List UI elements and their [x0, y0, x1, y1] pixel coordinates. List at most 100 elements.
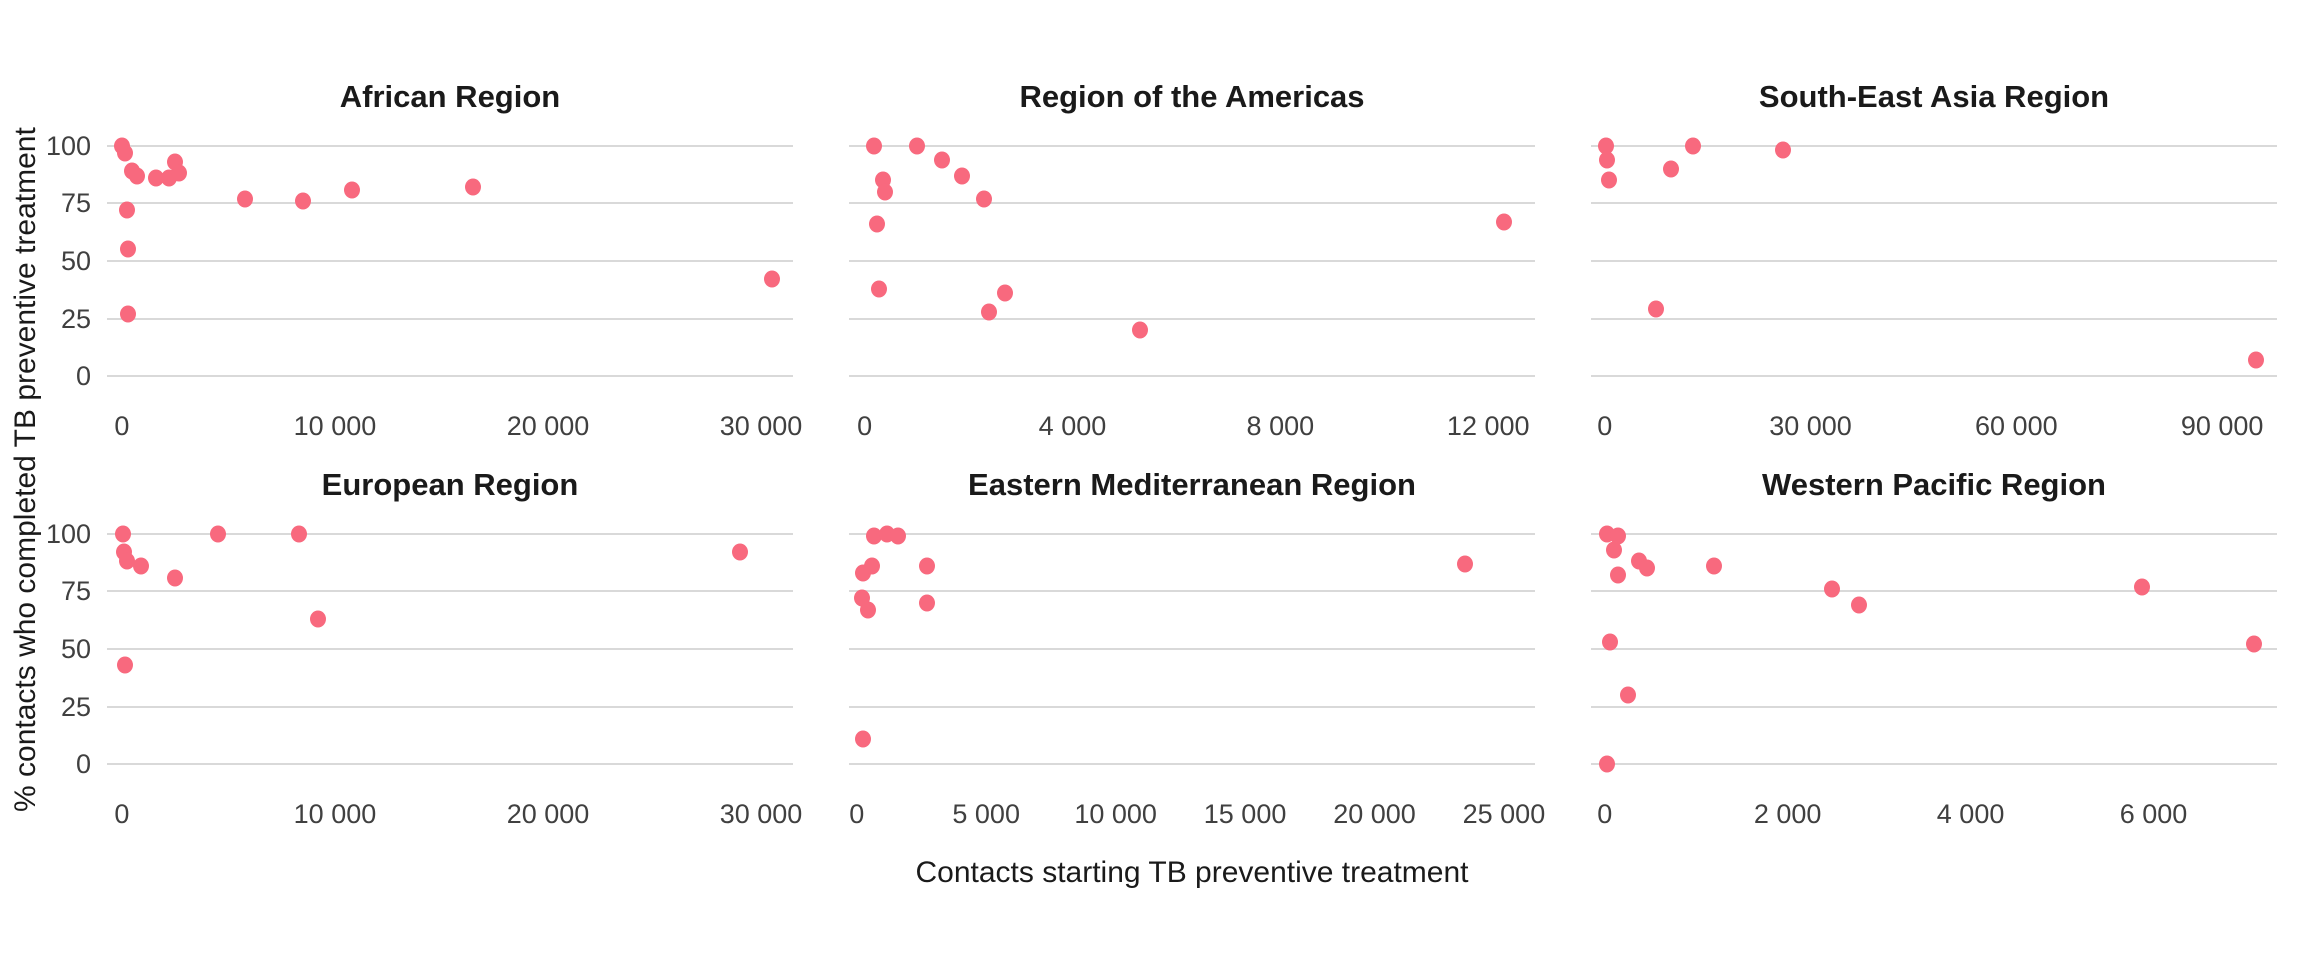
gridline	[107, 260, 793, 262]
gridline	[849, 705, 1535, 708]
y-tick-label: 100	[45, 130, 91, 161]
gridline	[107, 202, 793, 205]
gridline	[107, 590, 793, 593]
x-tick-label: 4 000	[1936, 799, 2005, 829]
data-point	[2248, 351, 2265, 369]
x-tick-label: 30 000	[719, 799, 803, 829]
x-tick-label: 20 000	[1333, 799, 1416, 829]
data-point	[1823, 580, 1840, 598]
data-point	[120, 240, 137, 258]
data-point	[1605, 541, 1622, 559]
gridline	[107, 763, 793, 766]
data-point	[1609, 566, 1626, 584]
data-point	[871, 280, 888, 298]
x-tick-label: 20 000	[506, 411, 590, 441]
x-axis-title: Contacts starting TB preventive treatmen…	[915, 856, 1469, 889]
gridline	[1591, 144, 2277, 147]
gridline	[107, 375, 793, 378]
facet-panel	[849, 513, 1535, 785]
data-point	[918, 594, 935, 612]
data-point	[1599, 151, 1616, 169]
gridline	[849, 375, 1535, 378]
gridline	[849, 260, 1535, 262]
data-point	[859, 601, 876, 619]
facet-title: European Region	[321, 467, 579, 502]
gridline	[1591, 532, 2277, 535]
data-point	[918, 557, 935, 575]
data-point	[465, 178, 482, 196]
facet-title: Eastern Mediterranean Region	[968, 467, 1416, 502]
facet-title: Western Pacific Region	[1762, 467, 2106, 502]
x-tick-label: 0	[114, 411, 130, 441]
data-point	[763, 270, 780, 288]
data-point	[1599, 755, 1616, 773]
x-tick-label: 2 000	[1753, 799, 1822, 829]
x-tick-label: 25 000	[1462, 799, 1546, 829]
y-tick-label: 50	[60, 246, 91, 276]
data-point	[1663, 160, 1680, 178]
facet-panel	[107, 125, 793, 397]
data-point	[1706, 557, 1723, 575]
x-tick-label: 60 000	[1975, 411, 2058, 441]
y-tick-label: 100	[45, 518, 91, 549]
y-tick-label: 25	[60, 691, 91, 722]
data-point	[209, 525, 226, 543]
data-point	[133, 557, 150, 575]
facet-panel	[1591, 125, 2277, 397]
gridline	[849, 590, 1535, 593]
gridline	[107, 317, 793, 320]
data-point	[866, 527, 883, 545]
y-tick-label: 50	[60, 634, 91, 664]
data-point	[167, 569, 184, 587]
gridline	[849, 532, 1535, 535]
gridline	[1591, 260, 2277, 262]
x-tick-label: 20 000	[506, 799, 590, 829]
x-tick-label: 6 000	[2119, 799, 2188, 829]
x-tick-label: 90 000	[2180, 411, 2264, 441]
gridline	[1591, 202, 2277, 205]
data-point	[309, 610, 326, 628]
data-point	[864, 557, 881, 575]
data-point	[1597, 137, 1614, 155]
data-point	[119, 552, 136, 570]
facet-panel	[1591, 513, 2277, 785]
data-point	[128, 167, 145, 185]
data-point	[731, 543, 748, 561]
facet-title: Region of the Americas	[1019, 79, 1365, 114]
data-point	[865, 137, 882, 155]
x-tick-label: 10 000	[1074, 799, 1157, 829]
y-tick-label: 0	[75, 749, 91, 780]
y-tick-label: 25	[60, 303, 91, 334]
data-point	[119, 201, 136, 219]
data-point	[1610, 527, 1627, 545]
facet-title: South-East Asia Region	[1758, 79, 2110, 114]
gridline	[1591, 763, 2277, 766]
x-tick-label: 4 000	[1038, 411, 1107, 441]
data-point	[1775, 141, 1792, 159]
gridline	[1591, 648, 2277, 650]
x-tick-label: 30 000	[719, 411, 803, 441]
gridline	[849, 763, 1535, 766]
x-tick-label: 10 000	[293, 411, 377, 441]
y-tick-label: 75	[60, 576, 91, 607]
x-tick-label: 0	[1597, 799, 1613, 829]
data-point	[877, 183, 894, 201]
data-point	[1132, 321, 1149, 339]
data-point	[171, 164, 188, 182]
data-point	[1600, 171, 1617, 189]
x-tick-label: 30 000	[1769, 411, 1852, 441]
data-point	[1638, 559, 1655, 577]
data-point	[890, 527, 907, 545]
data-point	[954, 167, 971, 185]
x-tick-label: 0	[857, 411, 873, 441]
gridline	[849, 144, 1535, 147]
data-point	[295, 192, 311, 210]
data-point	[2246, 635, 2263, 653]
x-tick-label: 12 000	[1446, 411, 1530, 441]
data-point	[908, 137, 925, 155]
x-tick-label: 5 000	[952, 799, 1020, 829]
data-point	[117, 656, 134, 674]
x-tick-label: 8 000	[1246, 411, 1315, 441]
data-point	[976, 190, 993, 208]
